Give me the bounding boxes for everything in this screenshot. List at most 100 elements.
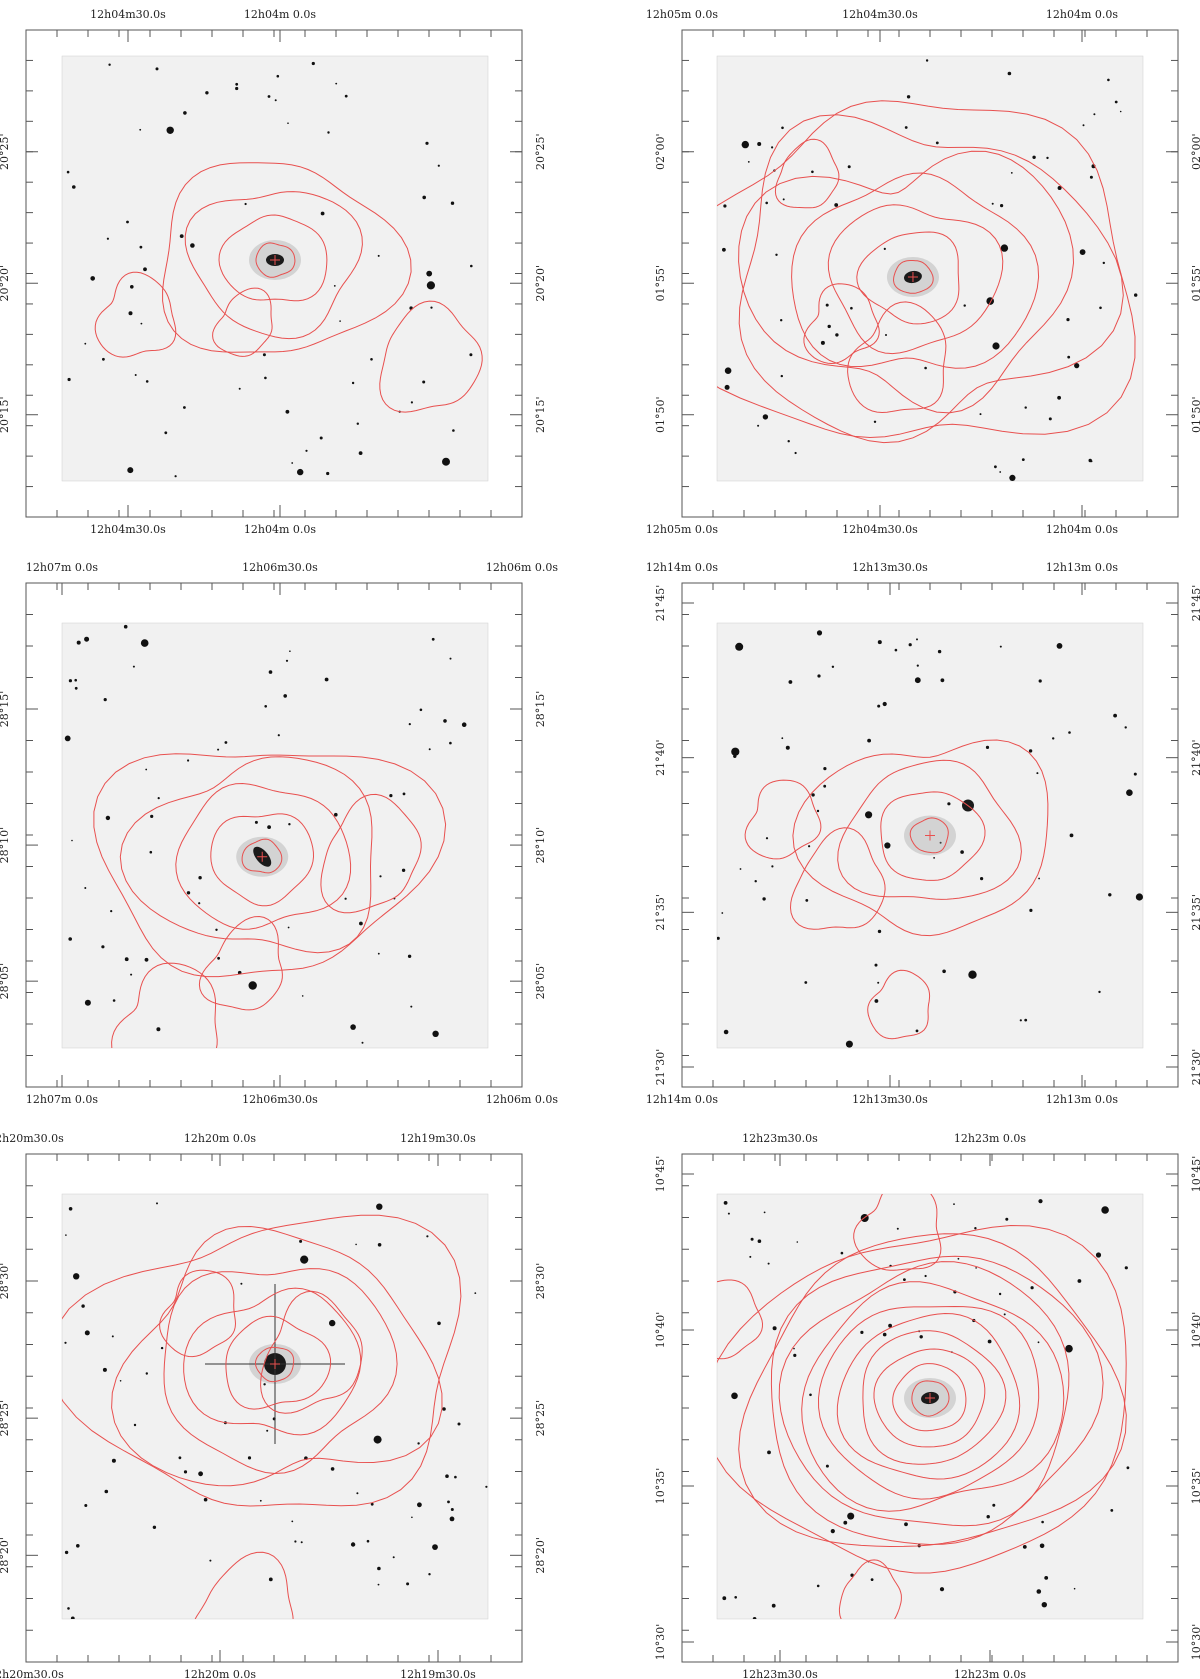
star-source (992, 1503, 996, 1507)
star-source (110, 910, 113, 913)
contour-line (738, 1233, 1127, 1548)
star-source (102, 357, 105, 361)
star-source (1107, 78, 1110, 82)
star-source (1133, 772, 1137, 776)
dec-tick-label-right: 21°40' (1190, 739, 1200, 776)
star-source (410, 401, 413, 404)
star-source (721, 912, 724, 914)
contour-line (260, 1290, 363, 1414)
contour-line (198, 915, 283, 1011)
sky-image (716, 1193, 1144, 1620)
dec-tick-label-left: 21°35' (654, 894, 667, 931)
star-source (402, 792, 406, 796)
star-source (149, 850, 153, 854)
star-source (454, 1475, 457, 1479)
star-source (268, 670, 273, 674)
star-source (266, 1429, 269, 1432)
star-source (334, 812, 338, 817)
star-source (205, 91, 209, 95)
star-source (739, 868, 742, 870)
star-source (877, 704, 881, 708)
contour-line (183, 1287, 362, 1436)
star-source (183, 111, 187, 115)
star-source (485, 1485, 488, 1488)
dec-tick-label-right: 01°55' (1190, 265, 1200, 302)
star-source (1113, 713, 1117, 718)
star-source (164, 431, 168, 435)
star-source (1019, 1019, 1022, 1022)
star-source (235, 86, 239, 91)
star-source (276, 74, 280, 78)
star-source (727, 1212, 730, 1215)
star-source (765, 201, 768, 205)
ra-tick-label-bottom: 12h23m30.0s (742, 1668, 818, 1679)
star-source (762, 897, 766, 901)
star-source (67, 1607, 70, 1610)
star-source (1124, 1266, 1128, 1270)
star-source (787, 440, 790, 443)
star-source (1065, 1344, 1073, 1353)
star-source (299, 1239, 303, 1243)
star-source (419, 708, 423, 712)
contour-line (880, 791, 986, 881)
dec-tick-label-right: 10°30' (1190, 1624, 1200, 1661)
dec-tick-label-left: 10°35' (654, 1468, 667, 1505)
star-source (1041, 1602, 1048, 1608)
star-source (247, 1456, 252, 1460)
star-source (174, 475, 177, 478)
star-source (1077, 1279, 1082, 1283)
star-source (811, 793, 815, 797)
star-source (152, 1525, 157, 1530)
star-source (723, 204, 727, 208)
star-source (796, 1241, 799, 1243)
star-source (65, 1234, 67, 1236)
star-source (933, 857, 935, 859)
star-source (877, 981, 880, 984)
star-source (1038, 1199, 1043, 1204)
star-source (947, 802, 951, 806)
star-source (974, 1227, 977, 1230)
ra-tick-label-top: 12h13m 0.0s (1046, 561, 1118, 574)
star-source (908, 643, 912, 647)
star-source (102, 1367, 107, 1372)
star-source (979, 413, 982, 416)
star-source (1066, 318, 1070, 322)
contour-line (62, 1214, 462, 1507)
star-source (780, 374, 783, 378)
star-source (240, 1282, 243, 1285)
dec-tick-label-right: 01°50' (1190, 396, 1200, 433)
star-source (903, 1278, 906, 1281)
ra-tick-label-top: 12h20m 0.0s (184, 1132, 256, 1145)
star-source (111, 1458, 116, 1463)
star-source (187, 759, 190, 762)
dec-tick-label-right: 28°30' (534, 1263, 547, 1300)
star-source (888, 1323, 892, 1328)
star-source (1079, 249, 1086, 256)
star-source (1044, 1576, 1049, 1580)
star-source (431, 637, 435, 641)
ra-tick-label-bottom: 12h04m30.0s (90, 523, 166, 536)
star-source (816, 1584, 820, 1588)
star-source (741, 140, 749, 149)
star-source (1067, 355, 1071, 359)
star-source (896, 1227, 899, 1230)
star-source (203, 1497, 208, 1502)
dec-tick-label-right: 28°05' (534, 963, 547, 1000)
star-source (1090, 460, 1093, 463)
star-source (437, 164, 440, 167)
star-source (1124, 726, 1127, 729)
ra-tick-label-top: 12h05m 0.0s (646, 8, 718, 21)
star-source (268, 1577, 273, 1582)
star-source (1024, 406, 1027, 409)
dec-tick-label-right: 21°30' (1190, 1049, 1200, 1086)
star-source (103, 698, 107, 702)
star-source (1038, 679, 1042, 683)
star-source (377, 254, 380, 257)
contour-line (792, 739, 1049, 937)
star-source (825, 1464, 829, 1468)
dec-tick-label-left: 21°45' (654, 585, 667, 622)
ra-tick-label-top: 12h07m 0.0s (26, 561, 98, 574)
star-source (860, 1330, 864, 1334)
star-source (1108, 893, 1112, 897)
star-source (432, 1544, 438, 1550)
